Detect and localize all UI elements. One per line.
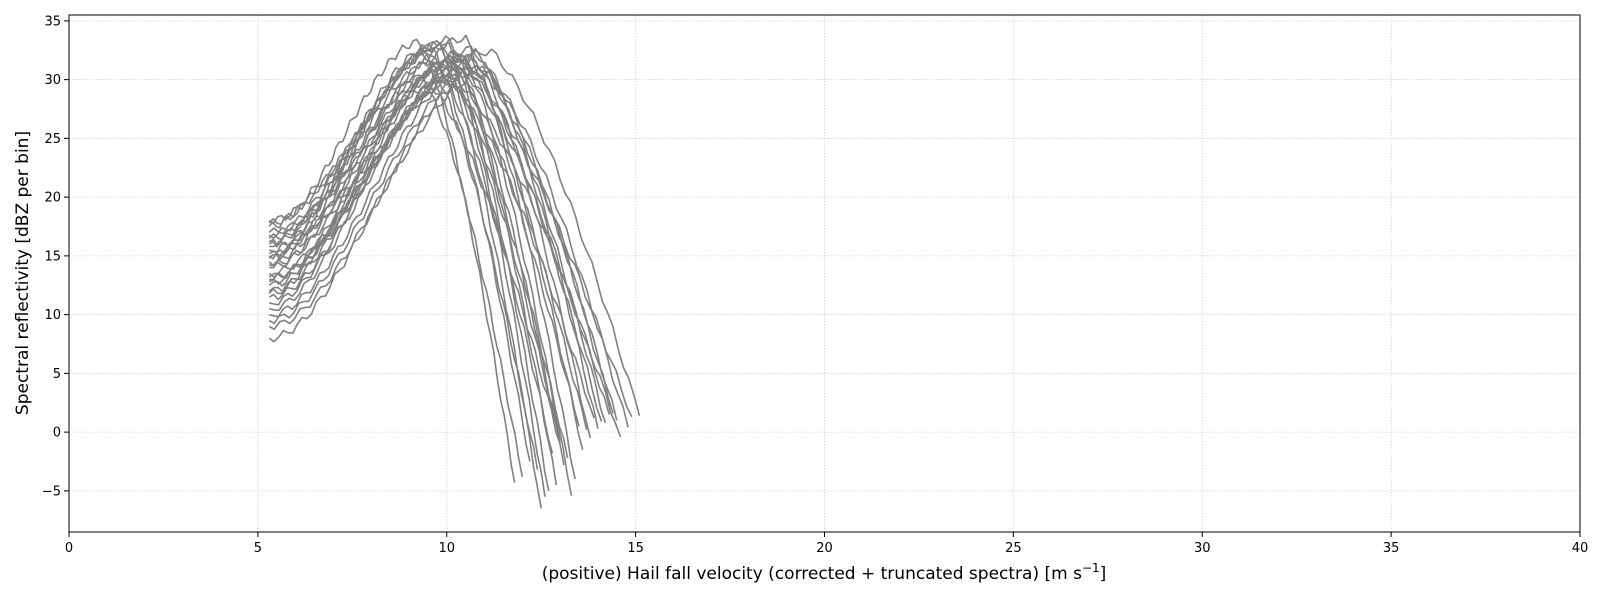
x-tick-label: 35	[1383, 541, 1400, 556]
series-lines	[268, 34, 641, 509]
spectrum-line	[268, 51, 573, 496]
spectrum-line	[268, 47, 614, 414]
spectrum-line	[269, 73, 622, 438]
spectrum-line	[268, 55, 554, 454]
spectrum-line	[268, 69, 629, 428]
x-axis-label: (positive) Hail fall velocity (corrected…	[542, 561, 1107, 584]
spectrum-line	[268, 42, 569, 459]
x-axis-label-end: ]	[1100, 564, 1107, 584]
x-axis-label-exponent: −1	[1082, 561, 1100, 575]
spectrum-line	[268, 75, 524, 477]
spectrum-line	[268, 38, 516, 483]
spectrum-line	[268, 81, 561, 445]
x-tick-label: 25	[1005, 541, 1022, 556]
y-tick-label: 30	[44, 73, 61, 88]
x-tick-label: 0	[65, 541, 73, 556]
x-tick-label: 15	[627, 541, 644, 556]
y-tick-label: 35	[44, 14, 61, 29]
y-axis-label: Spectral reflectivity [dBZ per bin]	[13, 131, 33, 415]
y-tick-label: 15	[44, 249, 61, 264]
x-tick-label: 20	[816, 541, 833, 556]
y-tick-label: 20	[44, 191, 61, 206]
y-tick-label: −5	[42, 484, 61, 499]
spectrum-line	[269, 54, 588, 430]
spectrum-line	[268, 57, 633, 418]
x-tick-label: 10	[438, 541, 455, 556]
y-tick-label: 10	[44, 308, 61, 323]
spectrum-line	[269, 63, 561, 442]
x-tick-label: 30	[1194, 541, 1211, 556]
x-axis-ticks: 0 5 10 15 20 25 30 35 40	[65, 532, 1588, 556]
y-axis-ticks: −5 0 5 10 15 20 25 30 35	[42, 14, 69, 499]
spectrum-line	[268, 65, 618, 421]
y-tick-label: 0	[53, 426, 61, 441]
y-tick-label: 25	[44, 132, 61, 147]
x-tick-label: 40	[1572, 541, 1589, 556]
y-tick-label: 5	[53, 367, 61, 382]
x-tick-label: 5	[254, 541, 262, 556]
